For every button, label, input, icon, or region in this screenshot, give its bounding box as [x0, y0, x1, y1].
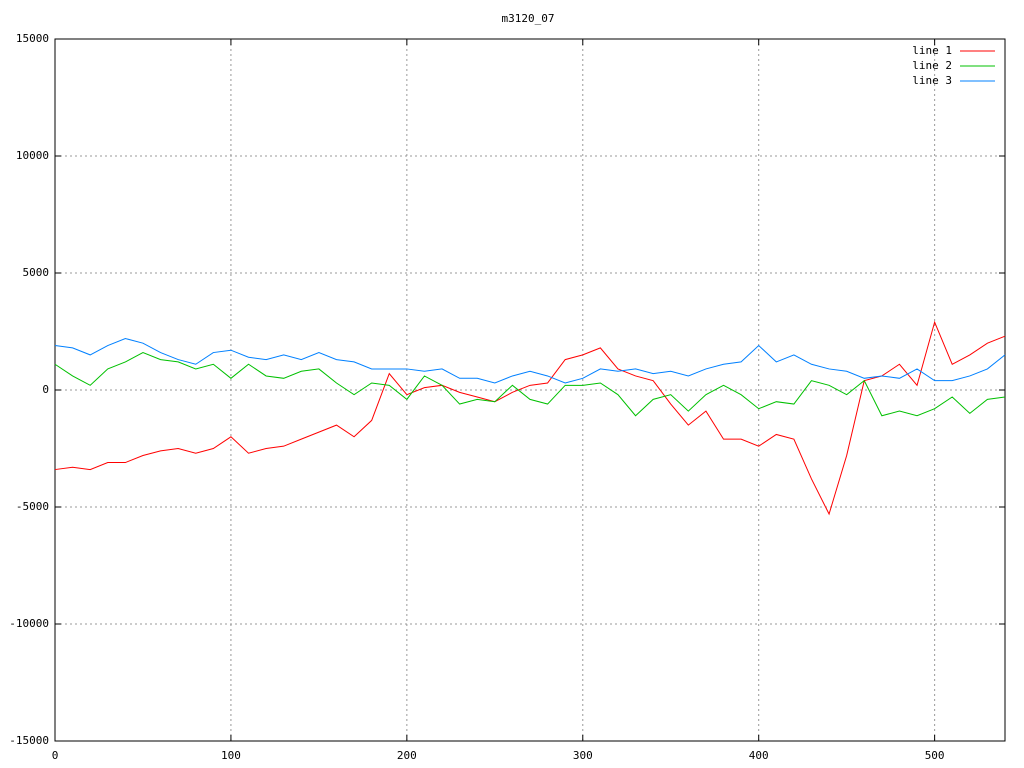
- y-tick-label: -10000: [9, 617, 49, 630]
- chart-title: m3120_07: [502, 12, 555, 25]
- y-tick-label: -15000: [9, 734, 49, 747]
- legend-label: line 3: [912, 74, 952, 87]
- data-line: [54, 337, 1006, 384]
- y-tick-label: 15000: [16, 32, 49, 45]
- y-tick-label: 5000: [23, 266, 50, 279]
- y-tick-label: -5000: [16, 500, 49, 513]
- data-line: [54, 320, 1006, 516]
- x-tick-label: 500: [925, 749, 945, 762]
- data-line: [54, 352, 1006, 417]
- y-tick-label: 10000: [16, 149, 49, 162]
- x-tick-label: 100: [221, 749, 241, 762]
- x-tick-label: 400: [749, 749, 769, 762]
- legend-label: line 2: [912, 59, 952, 72]
- y-tick-label: 0: [42, 383, 49, 396]
- x-tick-label: 0: [52, 749, 59, 762]
- x-tick-label: 300: [573, 749, 593, 762]
- legend-label: line 1: [912, 44, 952, 57]
- x-tick-label: 200: [397, 749, 417, 762]
